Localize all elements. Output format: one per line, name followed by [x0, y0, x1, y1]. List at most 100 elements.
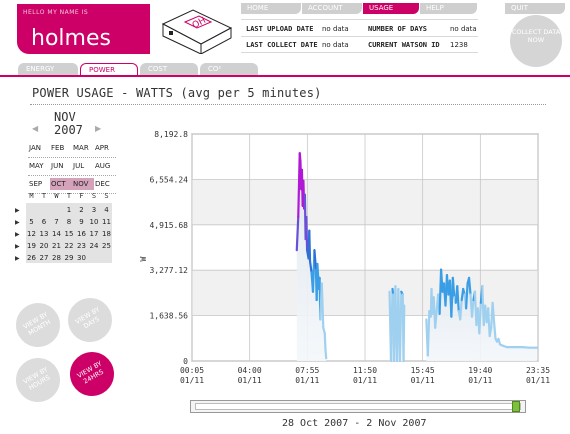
series-segment	[470, 298, 475, 318]
series-segment	[308, 260, 313, 274]
weekday-label: T	[66, 192, 72, 200]
calendar-day[interactable]: 25	[102, 241, 111, 250]
calendar-day[interactable]: 5	[29, 217, 34, 226]
nav-usage[interactable]: USAGE	[363, 3, 419, 14]
series-segment	[323, 332, 327, 352]
calendar-day[interactable]: 2	[79, 205, 84, 214]
month-nov[interactable]: NOV	[72, 178, 94, 190]
number-of-days-value: no data	[450, 25, 477, 33]
collect-data-now-button[interactable]: COLLECT DATA NOW	[510, 15, 562, 67]
month-apr[interactable]: APR	[95, 144, 109, 152]
nav-help[interactable]: HELP	[420, 3, 477, 14]
month-sep[interactable]: SEP	[29, 180, 43, 188]
calendar-day[interactable]: 19	[27, 241, 36, 250]
series-segment	[426, 310, 431, 357]
x-tick-time: 15:45	[411, 366, 435, 375]
tab-co2[interactable]: CO²	[200, 63, 258, 75]
calendar-day[interactable]: 22	[64, 241, 74, 250]
watson-id-label: CURRENT WATSON ID	[368, 41, 440, 49]
calendar-day[interactable]: 27	[39, 253, 49, 262]
calendar-day[interactable]: 24	[89, 241, 99, 250]
y-tick-label: 0	[183, 357, 188, 366]
calendar-day[interactable]: 17	[89, 229, 99, 238]
select-week-arrow[interactable]: ▶	[15, 230, 20, 238]
calendar-day[interactable]: 11	[102, 217, 111, 226]
series-segment	[398, 290, 403, 363]
y-axis-label: W	[139, 257, 148, 262]
calendar-day[interactable]: 9	[79, 217, 84, 226]
month-row: SEP OCT NOV DEC	[28, 178, 116, 190]
calendar-day[interactable]: 4	[104, 205, 109, 214]
calendar-day	[26, 205, 37, 216]
calendar-day[interactable]: 18	[102, 229, 111, 238]
logo: HELLO MY NAME IS holmes	[17, 4, 150, 54]
nav-account[interactable]: ACCOUNT	[302, 3, 362, 14]
prev-month-arrow[interactable]: ◀	[32, 124, 39, 133]
view-by-days-button[interactable]: VIEW BY DAYS	[59, 289, 121, 351]
select-week-arrow[interactable]: ▶	[15, 254, 20, 262]
view-by-month-button[interactable]: VIEW BY MONTH	[7, 294, 69, 356]
timeline-scroll-inner	[195, 403, 521, 410]
week-row: ▶ 26 27 28 29 30	[15, 252, 115, 264]
calendar-day[interactable]: 3	[91, 205, 97, 214]
calendar-day[interactable]: 15	[64, 229, 74, 238]
month-aug[interactable]: AUG	[95, 162, 111, 170]
series-segment	[459, 298, 463, 321]
timeline-scroll-handle[interactable]	[512, 401, 520, 412]
month-feb[interactable]: FEB	[51, 144, 65, 152]
month-may[interactable]: MAY	[29, 162, 44, 170]
calendar-day[interactable]: 10	[89, 217, 99, 226]
data-series	[388, 285, 406, 363]
series-segment	[491, 301, 496, 324]
calendar-day[interactable]: 21	[52, 241, 61, 250]
month-jul[interactable]: JUL	[73, 162, 85, 170]
device-illustration: OH	[161, 9, 233, 54]
calendar-day[interactable]: 30	[77, 253, 86, 262]
calendar-day[interactable]: 7	[54, 217, 59, 226]
calendar-day[interactable]: 29	[64, 253, 74, 262]
calendar-day[interactable]: 8	[66, 217, 72, 226]
next-month-arrow[interactable]: ▶	[95, 124, 102, 133]
select-week-arrow[interactable]: ▶	[15, 206, 20, 214]
calendar-day[interactable]: 14	[52, 229, 61, 238]
view-by-hours-button[interactable]: VIEW BY HOURS	[7, 349, 69, 411]
calendar-day	[89, 253, 100, 264]
tab-power[interactable]: POWER	[80, 63, 138, 75]
month-jan[interactable]: JAN	[29, 144, 41, 152]
calendar-day[interactable]: 20	[39, 241, 49, 250]
nav-home[interactable]: HOME	[241, 3, 301, 14]
calendar-day[interactable]: 28	[52, 253, 61, 262]
calendar-day[interactable]: 13	[39, 229, 49, 238]
month-mar[interactable]: MAR	[73, 144, 89, 152]
calendar-day	[101, 253, 112, 264]
month-jun[interactable]: JUN	[51, 162, 64, 170]
y-tick-label: 8,192.8	[154, 130, 188, 139]
series-segment	[308, 229, 312, 263]
x-tick-date: 01/11	[180, 376, 204, 385]
weekday-label: F	[79, 192, 84, 200]
calendar-day[interactable]: 12	[27, 229, 36, 238]
select-week-arrow[interactable]: ▶	[15, 218, 20, 226]
last-upload-label: LAST UPLOAD DATE	[246, 25, 314, 33]
weekday-label: T	[41, 192, 47, 200]
calendar-day[interactable]: 23	[77, 241, 86, 250]
calendar-day[interactable]: 6	[41, 217, 47, 226]
calendar-day	[39, 205, 50, 216]
month-grid-divider	[28, 193, 116, 194]
nav-quit[interactable]: QUIT	[505, 3, 565, 14]
series-segment	[320, 282, 325, 329]
tab-cost[interactable]: COST	[140, 63, 198, 75]
series-segment	[488, 326, 493, 338]
x-tick-date: 01/11	[468, 376, 492, 385]
view-by-24hrs-button[interactable]: VIEW BY 24HRS	[61, 343, 123, 405]
tab-energy[interactable]: ENERGY	[18, 63, 78, 75]
calendar-day[interactable]: 1	[66, 205, 72, 214]
y-tick-label: 1,638.56	[149, 312, 188, 321]
calendar-day[interactable]: 16	[77, 229, 86, 238]
select-week-arrow[interactable]: ▶	[15, 242, 20, 250]
month-dec[interactable]: DEC	[95, 180, 110, 188]
month-grid: JAN FEB MAR APR MAY JUN JUL AUG SEP OCT NOV DEC	[28, 142, 116, 196]
x-tick-date: 01/11	[295, 376, 319, 385]
month-oct[interactable]: OCT	[50, 178, 72, 190]
calendar-day[interactable]: 26	[27, 253, 36, 262]
